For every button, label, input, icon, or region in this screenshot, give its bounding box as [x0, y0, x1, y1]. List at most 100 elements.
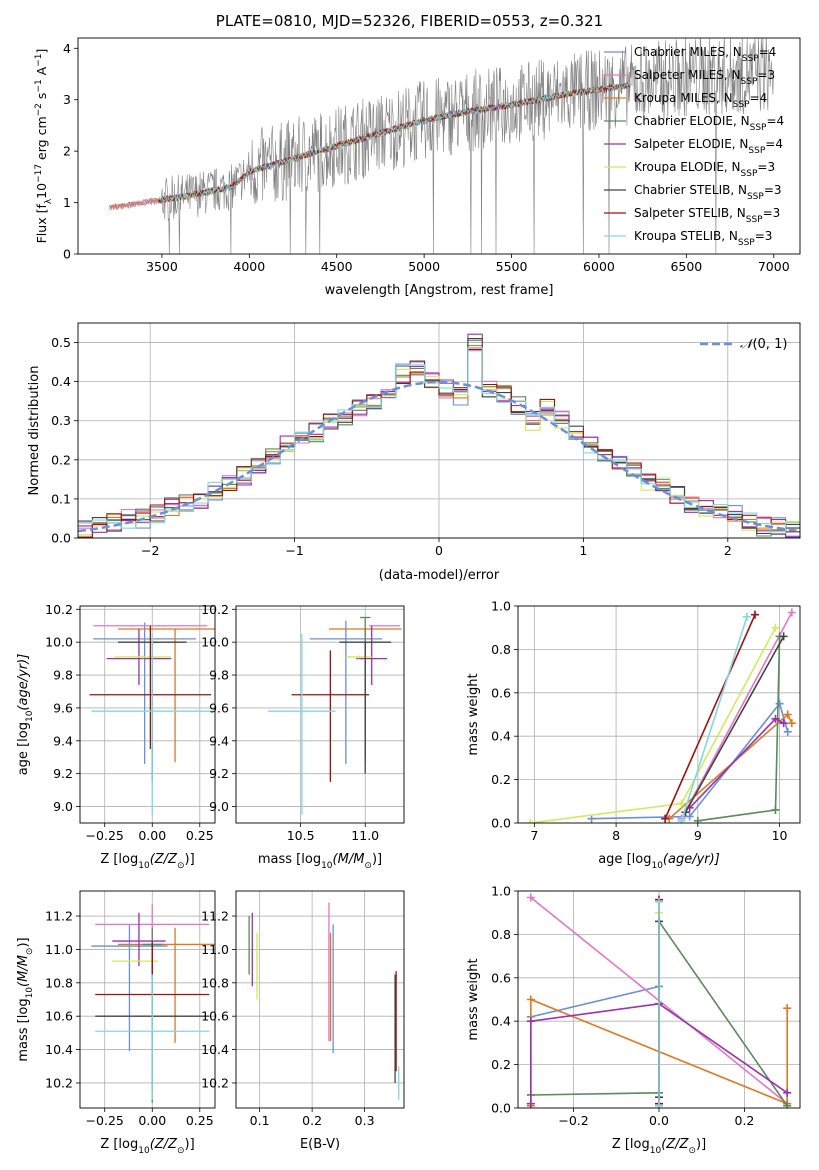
- legend-entry: Salpeter ELODIE, NSSP=4: [634, 137, 783, 156]
- x-tick-label: 0.2: [302, 1113, 322, 1128]
- x-tick-label: −0.25: [86, 828, 124, 843]
- weight-line: [680, 612, 793, 820]
- weight-marker: [783, 1101, 792, 1108]
- label-part: (Z/Z: [661, 1137, 689, 1152]
- plot-frame: [77, 322, 801, 539]
- figure-title: PLATE=0810, MJD=52326, FIBERID=0553, z=0…: [215, 12, 604, 30]
- y-tick-label: 0.2: [51, 452, 71, 467]
- label-part: ⊙: [688, 1146, 696, 1156]
- legend-entry: Salpeter MILES, NSSP=3: [634, 68, 775, 87]
- y-tick-label: 0.2: [491, 1057, 511, 1072]
- label-part: (Z/Z: [150, 1137, 178, 1152]
- y-tick-label: 9.2: [53, 766, 73, 781]
- y-tick-label: 1: [63, 195, 71, 210]
- label-part: Kroupa STELIB, N: [634, 229, 738, 243]
- legend-entry: Chabrier MILES, NSSP=4: [634, 45, 776, 64]
- y-tick-label: 9.6: [209, 700, 229, 715]
- y-tick-label: 0.4: [491, 1014, 511, 1029]
- weight-marker: [526, 819, 535, 823]
- x-tick-label: 11.0: [351, 828, 379, 843]
- mass-vs-Z-plot-area: [91, 904, 215, 1103]
- x-tick-label: 7000: [758, 259, 790, 274]
- y-tick-label: 0.4: [51, 374, 71, 389]
- y-tick-label: 0: [63, 247, 71, 262]
- x-tick-label: −1: [285, 543, 303, 558]
- axes-weight-vs-Z: −0.2 0.0 0.2 0.0 0.2 0.4 0.6 0.8 1.0: [491, 884, 800, 1128]
- weight-marker: [742, 612, 751, 621]
- weight-marker: [685, 812, 694, 821]
- y-tick-label: 0.6: [491, 685, 511, 700]
- label-part: =3: [763, 206, 781, 220]
- label-part: )]: [696, 1137, 706, 1152]
- weight-vs-age-plot-area: [526, 608, 796, 823]
- x-axis-label: mass [log10(M/M⊙)]: [258, 852, 382, 871]
- label-part: SSP: [747, 192, 764, 202]
- legend-entry: Kroupa ELODIE, NSSP=3: [634, 160, 775, 179]
- weight-line: [530, 985, 660, 1104]
- x-tick-label: −0.2: [558, 1113, 588, 1128]
- label-part: SSP: [741, 169, 758, 179]
- y-tick-label: 9.4: [209, 733, 229, 748]
- y-axis-label: Flux [fλ10−17 erg cm−2 s−1 A−1]: [34, 49, 54, 244]
- label-part: age [log: [16, 722, 31, 775]
- x-tick-label: 0.00: [138, 1113, 166, 1128]
- x-tick-label: −2: [141, 543, 159, 558]
- label-part: =4: [765, 137, 783, 151]
- plot-frame: [235, 605, 405, 824]
- y-tick-label: 0.3: [51, 413, 71, 428]
- axes-weight-vs-age: 7 8 9 10 0.0 0.2 0.4 0.6 0.8 1.0: [491, 599, 800, 843]
- y-tick-label: 11.2: [45, 909, 73, 924]
- x-axis-label: Z [log10(Z/Z⊙)]: [100, 852, 194, 871]
- label-part: 10: [25, 710, 35, 722]
- gridlines: [236, 891, 404, 1108]
- weight-marker: [771, 805, 780, 814]
- y-tick-label: 9.4: [53, 733, 73, 748]
- weight-line: [529, 1002, 788, 1104]
- weight-marker: [779, 719, 788, 728]
- y-axis-label: mass weight: [466, 958, 481, 1040]
- legend-entry: Kroupa STELIB, NSSP=3: [634, 229, 772, 248]
- weight-marker: [783, 710, 792, 719]
- y-tick-label: 10.0: [201, 635, 229, 650]
- y-tick-label: 10.4: [201, 1042, 229, 1057]
- legend-entry: Chabrier STELIB, NSSP=3: [634, 183, 782, 202]
- mass-vs-ebv-plot-area: [248, 902, 400, 1100]
- label-part: (M/M: [333, 852, 365, 867]
- weight-marker: [787, 719, 796, 728]
- axes-spectrum: 3500 4000 4500 5000 5500 6000 6500 7000 0 1 2 3 4: [63, 41, 790, 274]
- x-tick-label: 0.3: [355, 1113, 375, 1128]
- y-tick-label: 4: [63, 41, 71, 56]
- x-tick-label: 0.25: [186, 1113, 214, 1128]
- model-spectrum: [157, 82, 631, 205]
- x-tick-label: 5000: [408, 259, 440, 274]
- label-part: =3: [764, 183, 782, 197]
- label-part: ⊙: [364, 861, 372, 871]
- label-part: ]: [34, 49, 49, 54]
- y-tick-label: 3: [63, 92, 71, 107]
- x-axis-label: wavelength [Angstrom, rest frame]: [325, 283, 554, 298]
- x-tick-label: 0.0: [649, 1113, 669, 1128]
- age-vs-mass-plot-area: [268, 616, 402, 815]
- x-axis-label: age [log10(age/yr)]: [598, 852, 720, 871]
- label-part: =4: [750, 91, 768, 105]
- weight-marker: [783, 727, 792, 736]
- y-tick-label: 11.0: [45, 942, 73, 957]
- y-tick-label: 0.0: [51, 531, 71, 546]
- weight-marker: [787, 608, 796, 617]
- label-part: Z [log: [100, 852, 138, 867]
- label-part: SSP: [742, 54, 759, 64]
- label-part: SSP: [748, 146, 765, 156]
- legend-entry: Chabrier ELODIE, NSSP=4: [634, 114, 784, 133]
- spectrum-plot-area: [109, 38, 774, 254]
- label-part: )]: [372, 852, 382, 867]
- label-part: )]: [185, 852, 195, 867]
- x-tick-label: 5500: [496, 259, 528, 274]
- x-tick-label: 1: [579, 543, 587, 558]
- label-part: Chabrier MILES, N: [634, 45, 742, 59]
- label-part: =4: [766, 114, 784, 128]
- x-tick-label: 4000: [233, 259, 265, 274]
- label-part: Kroupa MILES, N: [634, 91, 733, 105]
- y-tick-label: 10.6: [201, 1009, 229, 1024]
- label-part: mass [log: [16, 998, 31, 1061]
